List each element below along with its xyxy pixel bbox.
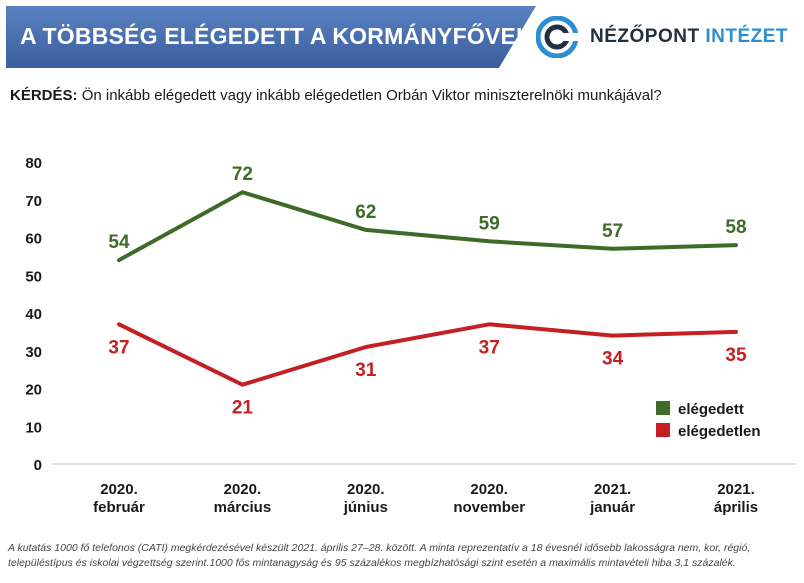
data-label: 34 [602, 349, 624, 370]
y-tick-label: 70 [25, 193, 42, 210]
question: KÉRDÉS: Ön inkább elégedett vagy inkább … [10, 87, 662, 104]
question-label: KÉRDÉS: [10, 87, 78, 104]
logo-text-part1: NÉZŐPONT [590, 26, 700, 47]
y-tick-label: 30 [25, 344, 42, 361]
y-tick-label: 50 [25, 268, 42, 285]
series-line-elegedetlen [117, 322, 738, 387]
y-tick-label: 40 [25, 306, 42, 323]
x-tick-label-month: április [714, 499, 758, 516]
page-title: A TÖBBSÉG ELÉGEDETT A KORMÁNYFŐVEL [20, 23, 531, 49]
x-tick-label-month: június [343, 499, 388, 516]
x-tick-label-month: március [214, 499, 272, 516]
data-label: 62 [355, 202, 376, 223]
x-tick-label-year: 2020. [224, 481, 262, 498]
x-tick-label-year: 2020. [470, 481, 508, 498]
series-line-elegedett [117, 190, 738, 263]
header: A TÖBBSÉG ELÉGEDETT A KORMÁNYFŐVEL NÉZŐP… [6, 6, 798, 68]
logo-text-part2: INTÉZET [705, 26, 789, 47]
x-tick-label-year: 2020. [347, 481, 385, 498]
question-text: Ön inkább elégedett vagy inkább elégedet… [81, 87, 662, 104]
y-tick-label: 0 [34, 457, 42, 474]
legend-label: elégedetlen [678, 423, 761, 440]
x-tick-label-month: november [453, 499, 525, 516]
legend-swatch [656, 401, 670, 415]
data-label: 57 [602, 221, 623, 242]
data-label: 37 [108, 337, 129, 358]
logo-text: NÉZŐPONT INTÉZET [590, 26, 788, 48]
data-label: 54 [108, 232, 130, 253]
data-label: 21 [232, 398, 254, 419]
y-tick-label: 20 [25, 382, 42, 399]
legend-label: elégedett [678, 401, 744, 418]
data-label: 59 [479, 213, 500, 234]
data-label: 72 [232, 164, 253, 185]
y-tick-label: 80 [25, 155, 42, 172]
data-label: 31 [355, 360, 377, 381]
x-tick-label-year: 2021. [594, 481, 632, 498]
footnote: A kutatás 1000 fő telefonos (CATI) megké… [8, 541, 798, 571]
legend-swatch [656, 423, 670, 437]
y-tick-label: 60 [25, 231, 42, 248]
logo: NÉZŐPONT INTÉZET [536, 16, 788, 58]
nezopont-logo-icon [536, 16, 578, 58]
footnote-line-2: településtípus és iskolai végzettség sze… [8, 557, 736, 569]
x-tick-label-year: 2020. [100, 481, 138, 498]
data-label: 58 [725, 217, 746, 238]
x-tick-label-month: február [93, 499, 145, 516]
data-label: 37 [479, 337, 500, 358]
footnote-line-1: A kutatás 1000 fő telefonos (CATI) megké… [8, 542, 751, 554]
x-tick-label-month: január [589, 499, 635, 516]
data-label: 35 [725, 345, 747, 366]
line-chart: 010203040506070802020.február2020.márciu… [25, 155, 796, 516]
y-tick-label: 10 [25, 419, 42, 436]
x-tick-label-year: 2021. [717, 481, 755, 498]
title-banner [6, 6, 536, 68]
